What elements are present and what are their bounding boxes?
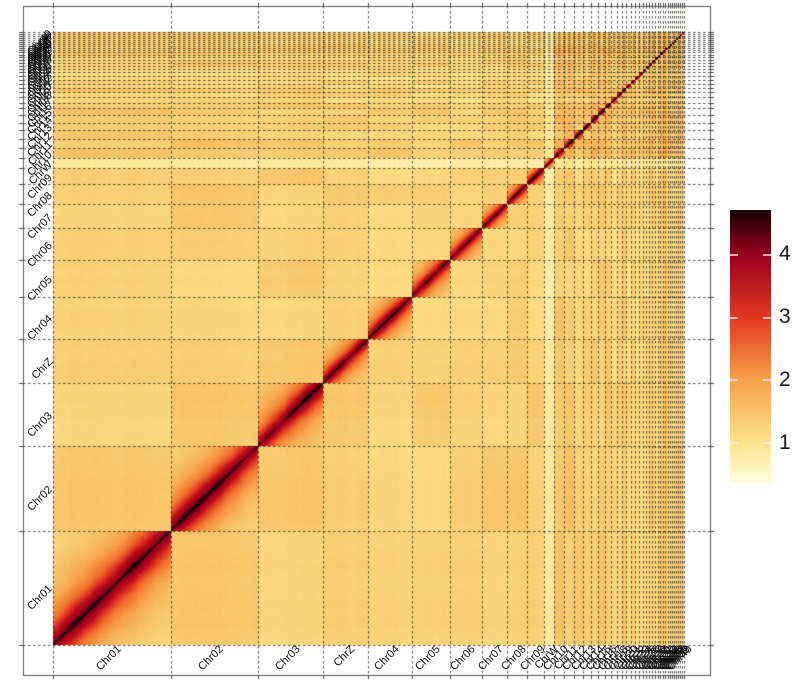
colorbar-tick-1-left <box>730 442 738 444</box>
colorbar-tick-2-left <box>730 379 738 381</box>
colorbar-tick-4-left <box>730 254 738 256</box>
colorbar-tick-1-right <box>763 442 771 444</box>
colorbar-tick-3-right <box>763 317 771 319</box>
colorbar-label-1: 1 <box>779 431 791 454</box>
colorbar-label-2: 2 <box>779 368 791 391</box>
colorbar-tick-4-right <box>763 254 771 256</box>
colorbar-label-3: 3 <box>779 305 791 328</box>
colorbar-label-4: 4 <box>779 242 791 265</box>
colorbar-gradient <box>730 210 771 483</box>
colorbar-tick-2-right <box>763 379 771 381</box>
colorbar-tick-3-left <box>730 317 738 319</box>
